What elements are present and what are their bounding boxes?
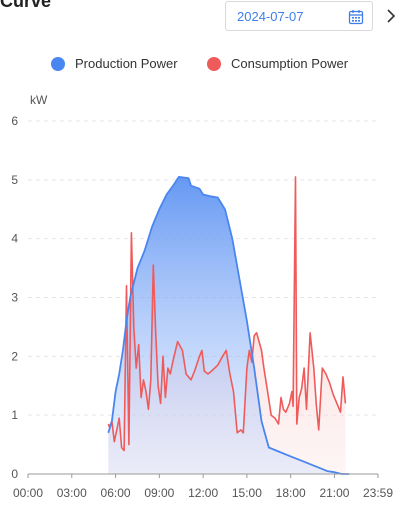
x-tick-label: 21:00 [319,486,349,500]
y-tick-label: 4 [11,232,18,246]
x-tick-label: 06:00 [101,486,131,500]
y-tick-label: 2 [11,349,18,363]
date-picker[interactable]: 2024-07-07 [225,1,373,31]
y-tick-label: 0 [11,467,18,481]
x-tick-label: 00:00 [13,486,43,500]
production-line [107,176,350,475]
x-tick-label: 23:59 [363,486,393,500]
x-tick-label: 15:00 [232,486,262,500]
x-tick-label: 18:00 [276,486,306,500]
date-value: 2024-07-07 [237,9,304,24]
grid-lines [28,120,378,416]
y-tick-label: 5 [11,173,18,187]
x-tick-label: 03:00 [57,486,87,500]
legend-item-consumption[interactable]: Consumption Power [207,56,349,71]
y-tick-label: 6 [11,114,18,128]
page-title: Curve [0,0,52,11]
y-tick-label: 1 [11,408,18,422]
legend-label-production: Production Power [75,56,178,71]
legend-marker-consumption [207,57,221,71]
y-tick-label: 3 [11,291,18,305]
y-axis-unit-label: kW [30,93,48,107]
consumption-line [107,176,347,452]
x-tick-label: 09:00 [144,486,174,500]
legend-item-production[interactable]: Production Power [51,56,178,71]
x-tick-label: 12:00 [188,486,218,500]
legend-marker-production [51,57,65,71]
y-axis-ticks: 0 1 2 3 4 5 6 [11,114,18,481]
x-axis-ticks: 00:00 03:00 06:00 09:00 12:00 15:00 18:00 21:00… [13,474,393,500]
legend-label-consumption: Consumption Power [231,56,349,71]
legend: Production Power Consumption Power [51,56,349,71]
production-area [108,176,350,474]
chevron-right-icon[interactable] [385,8,397,24]
calendar-icon[interactable] [348,9,364,25]
